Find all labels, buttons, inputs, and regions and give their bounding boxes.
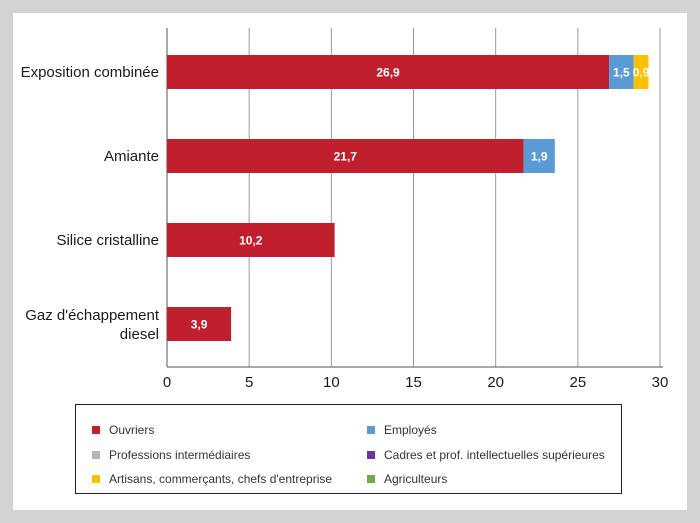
bar-segment <box>167 55 610 89</box>
legend-label: Agriculteurs <box>384 472 448 486</box>
x-tick-label: 25 <box>569 374 586 391</box>
legend-item: Cadres et prof. intellectuelles supérieu… <box>367 448 605 462</box>
legend: Ouvriers Employés Professions intermédiair… <box>75 404 622 494</box>
stacked-bar-chart: 0 5 10 15 20 25 30 Exposition combinée Amiante Si… <box>21 28 669 391</box>
data-label: 3,9 <box>191 318 208 332</box>
category-label: Gaz d'échappement diesel <box>25 307 160 343</box>
category-label: Silice cristalline <box>56 232 159 249</box>
bar-segment <box>633 55 649 89</box>
legend-item: Employés <box>367 423 437 437</box>
legend-swatch <box>367 451 375 459</box>
x-tick-label: 30 <box>652 374 669 391</box>
data-label: 10,2 <box>239 234 263 248</box>
legend-item: Agriculteurs <box>367 472 447 486</box>
data-label: 0,9 <box>633 66 650 80</box>
legend-label: Employés <box>384 423 437 437</box>
legend-item: Professions intermédiaires <box>92 448 250 462</box>
legend-swatch <box>92 426 100 434</box>
legend-label: Professions intermédiaires <box>109 448 251 462</box>
chart-frame: 0 5 10 15 20 25 30 Exposition combinée Amiante Si… <box>13 13 687 510</box>
bar-segment <box>167 223 335 257</box>
data-label: 1,9 <box>531 150 548 164</box>
category-label: Exposition combinée <box>21 64 159 81</box>
legend-label: Cadres et prof. intellectuelles supérieu… <box>384 448 605 462</box>
bar-segment <box>523 139 555 173</box>
data-label: 21,7 <box>334 150 358 164</box>
legend-item: Artisans, commerçants, chefs d'entrepris… <box>92 472 332 486</box>
legend-swatch <box>92 475 100 483</box>
x-tick-label: 15 <box>405 374 422 391</box>
data-label: 1,5 <box>613 66 630 80</box>
legend-label: Artisans, commerçants, chefs d'entrepris… <box>109 472 333 486</box>
legend-swatch <box>92 451 100 459</box>
legend-item: Ouvriers <box>92 423 154 437</box>
bar-segment <box>167 307 232 341</box>
x-tick-label: 0 <box>163 374 171 391</box>
legend-swatch <box>367 426 375 434</box>
x-tick-label: 20 <box>487 374 504 391</box>
legend-swatch <box>367 475 375 483</box>
data-label: 26,9 <box>376 66 400 80</box>
x-tick-label: 5 <box>245 374 253 391</box>
bar-segment <box>167 139 524 173</box>
bar-segment <box>609 55 634 89</box>
category-label: Amiante <box>104 148 159 165</box>
legend-label: Ouvriers <box>109 423 155 437</box>
x-tick-label: 10 <box>323 374 340 391</box>
